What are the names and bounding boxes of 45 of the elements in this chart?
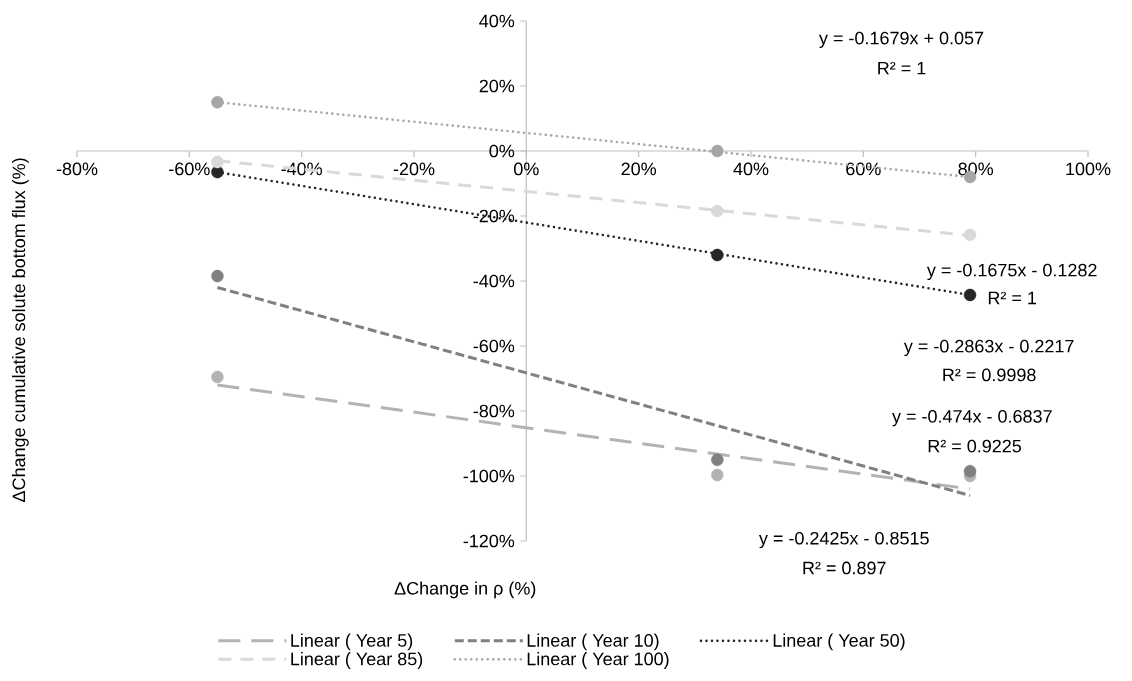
annotation: R² = 1 (878, 61, 926, 75)
y-tick-label: -60% (473, 339, 515, 353)
point (711, 468, 724, 482)
legend-label: Linear ( Year 85) (291, 652, 423, 669)
x-tick-label: 0% (514, 162, 539, 176)
point (711, 144, 724, 158)
x-tick-label: 100% (1066, 162, 1111, 176)
y-tick-label: -100% (463, 469, 515, 483)
x-tick-label: 60% (846, 162, 881, 176)
x-axis-title: ΔChange in ρ (%) (394, 581, 536, 599)
annotation: y = -0.2425x - 0.8515 (758, 531, 929, 549)
y-tick-label: 20% (479, 79, 515, 93)
point (211, 96, 224, 109)
point (211, 155, 224, 169)
point (963, 228, 977, 242)
point (711, 248, 724, 262)
x-tick-label: -60% (169, 162, 210, 176)
legend-label: Linear ( Year 10) (527, 633, 659, 651)
y-tick-label: 0% (489, 144, 515, 158)
y-tick-label: -120% (463, 534, 515, 548)
y-tick-label: -80% (473, 404, 515, 418)
point (963, 288, 977, 302)
x-tick-label: -80% (56, 162, 98, 176)
y-axis-title: ΔChange cumulative solute bottom flux (%) (11, 158, 29, 502)
y-tick-label: 40% (479, 14, 515, 28)
annotation: y = -0.1679x + 0.057 (819, 31, 984, 48)
annotation: R² = 1 (988, 291, 1037, 305)
y-tick-label: -40% (473, 274, 515, 288)
legend-label: Linear ( Year 5) (291, 633, 413, 651)
annotation: y = -0.474x - 0.6837 (892, 410, 1052, 427)
x-tick-label: 20% (621, 162, 657, 176)
annotation: R² = 0.9225 (928, 439, 1022, 453)
point (211, 370, 224, 384)
legend-label: Linear ( Year 50) (773, 633, 905, 651)
annotation: y = -0.2863x - 0.2217 (903, 339, 1074, 357)
annotation: y = -0.1675x - 0.1282 (926, 263, 1097, 281)
point (711, 453, 724, 466)
legend-label: Linear ( Year 100) (527, 652, 669, 669)
text: R² = 0.897 (803, 561, 886, 575)
point (711, 204, 724, 218)
annotation: R² = 0.9998 (943, 368, 1036, 382)
x-tick-label: -20% (393, 162, 435, 176)
x-tick-label: 40% (733, 162, 769, 176)
point (211, 269, 224, 283)
point (963, 464, 977, 478)
